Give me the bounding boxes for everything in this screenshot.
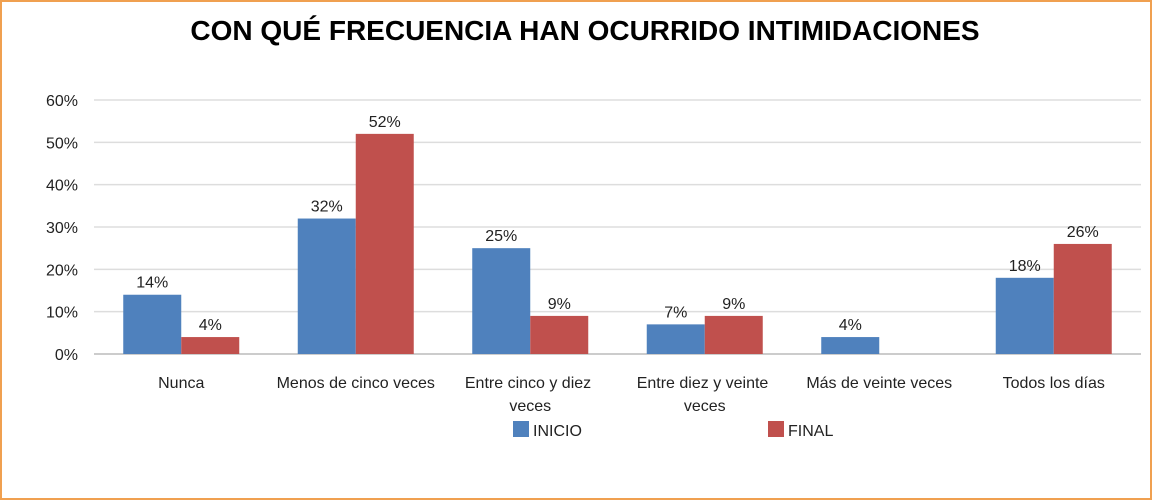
value-label: 52% (369, 114, 401, 131)
legend-swatch (768, 421, 784, 437)
y-tick-label: 30% (46, 220, 78, 237)
value-label: 26% (1067, 224, 1099, 241)
legend-swatch (513, 421, 529, 437)
value-label: 9% (548, 296, 571, 313)
value-label: 32% (311, 199, 343, 216)
bar (995, 277, 1054, 354)
bar (297, 218, 356, 354)
bar (821, 337, 880, 354)
value-label: 14% (136, 275, 168, 292)
y-tick-label: 10% (46, 305, 78, 322)
value-label: 7% (664, 304, 687, 321)
bar (472, 248, 531, 354)
y-tick-label: 60% (46, 93, 78, 110)
bar (123, 294, 182, 354)
value-label: 4% (839, 317, 862, 334)
x-tick-label: Todos los días (1003, 375, 1105, 392)
bar (704, 315, 763, 354)
y-tick-label: 50% (46, 135, 78, 152)
value-label: 4% (199, 317, 222, 334)
value-label: 9% (722, 296, 745, 313)
x-tick-label: Entre diez y veinte veces (637, 375, 773, 415)
x-tick-label: Menos de cinco veces (277, 375, 435, 392)
chart-title: CON QUÉ FRECUENCIA HAN OCURRIDO INTIMIDA… (190, 15, 979, 46)
legend-label: FINAL (788, 423, 833, 440)
bar (181, 337, 240, 354)
x-tick-label: Más de veinte veces (806, 375, 952, 392)
bar (530, 315, 589, 354)
y-tick-label: 0% (55, 347, 78, 364)
y-tick-label: 40% (46, 178, 78, 195)
value-label: 18% (1009, 258, 1041, 275)
bar (355, 133, 414, 354)
bar (646, 324, 705, 354)
x-tick-label: Nunca (158, 375, 204, 392)
bar (1053, 243, 1112, 354)
legend-label: INICIO (533, 423, 582, 440)
x-tick-label: Entre cinco y diez veces (465, 375, 596, 415)
value-label: 25% (485, 228, 517, 245)
y-tick-label: 20% (46, 262, 78, 279)
